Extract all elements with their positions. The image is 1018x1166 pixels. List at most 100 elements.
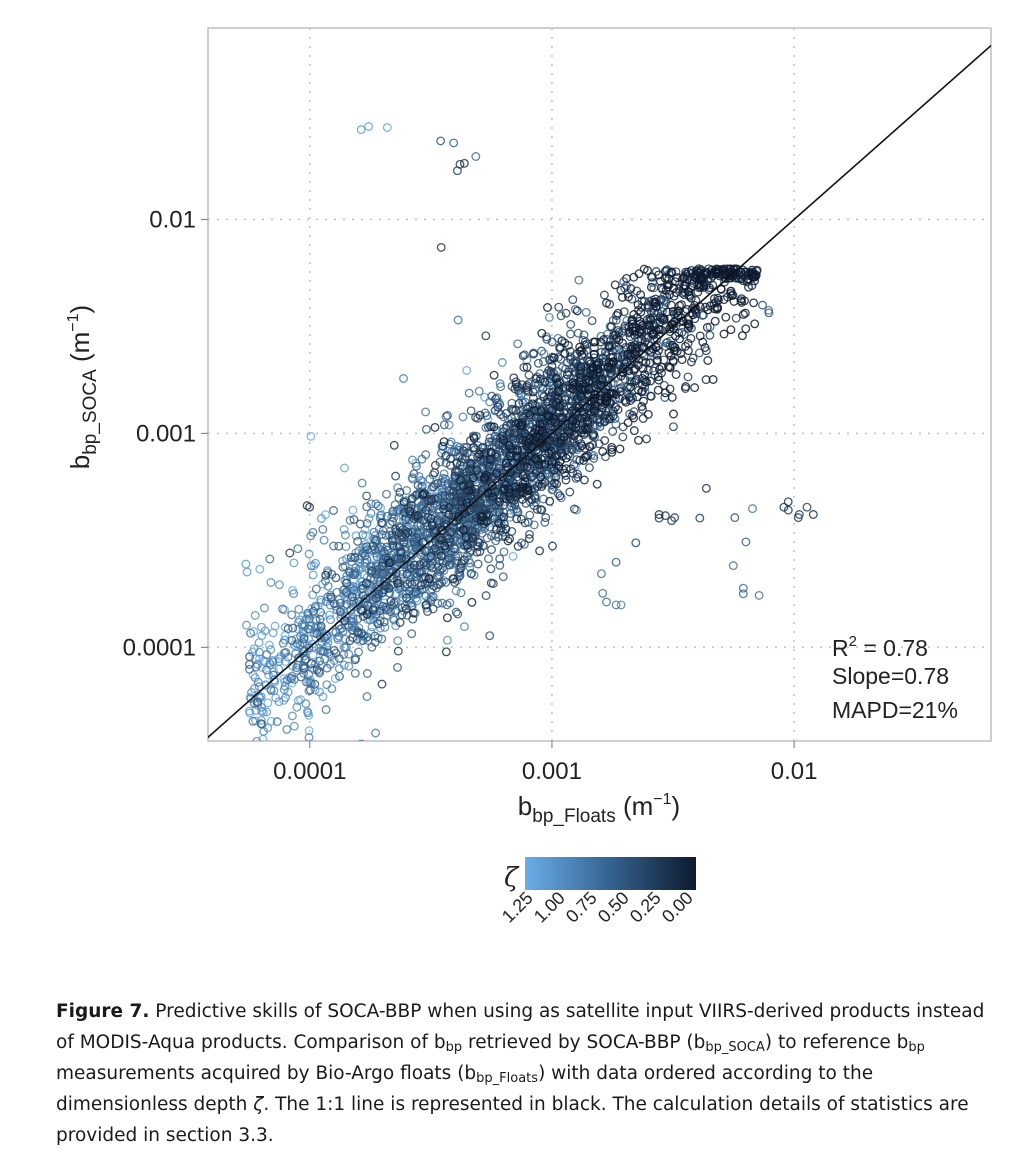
data-point <box>581 412 591 422</box>
data-point <box>547 457 557 467</box>
colorbar-tick-label: 0.00 <box>658 888 697 927</box>
data-point <box>460 454 470 464</box>
y-axis-title: bbp_SOCA (m−1) <box>65 305 101 469</box>
data-point <box>482 533 492 543</box>
data-point <box>362 518 372 528</box>
data-point <box>556 435 566 445</box>
data-point <box>581 307 591 317</box>
data-point <box>361 578 371 588</box>
data-point <box>522 381 532 391</box>
data-point <box>738 583 748 593</box>
data-point <box>419 488 429 498</box>
data-point <box>532 466 542 476</box>
data-point <box>391 471 401 481</box>
data-point <box>497 358 507 367</box>
data-point <box>738 310 748 319</box>
data-point <box>252 698 262 708</box>
data-point <box>464 479 474 489</box>
data-point <box>388 541 398 551</box>
data-point <box>411 542 421 552</box>
data-point <box>309 561 319 571</box>
data-point <box>481 470 491 480</box>
data-point <box>349 596 359 606</box>
data-point <box>471 517 481 527</box>
data-point <box>569 504 579 514</box>
data-point <box>436 242 446 252</box>
data-point <box>539 494 548 504</box>
data-point <box>664 348 674 358</box>
data-point <box>512 452 522 461</box>
data-point <box>389 615 399 625</box>
data-point <box>707 265 717 275</box>
data-point <box>589 343 599 353</box>
data-point <box>611 335 621 345</box>
data-point <box>425 474 435 484</box>
caption-zeta: ζ <box>253 1094 264 1115</box>
data-point <box>448 481 458 491</box>
data-point <box>577 350 587 360</box>
data-point <box>405 577 415 587</box>
data-point <box>387 536 397 546</box>
data-point <box>599 290 609 300</box>
data-point <box>501 408 511 418</box>
data-point <box>550 478 559 488</box>
scatter-chart: 0.0001 0.001 0.01 0.0001 0.001 0.01 R2 = 0.7… <box>65 27 992 927</box>
data-point <box>721 312 731 322</box>
data-point <box>579 475 589 485</box>
data-point <box>613 308 623 318</box>
data-point <box>445 491 455 501</box>
data-point <box>310 685 320 695</box>
data-point <box>285 548 295 558</box>
data-point <box>802 502 812 512</box>
data-point <box>308 650 318 660</box>
data-point <box>668 340 677 350</box>
data-point <box>741 537 751 547</box>
data-point <box>316 514 326 523</box>
data-point <box>412 572 422 582</box>
data-point <box>673 311 683 321</box>
data-point <box>345 568 355 578</box>
data-point <box>413 480 423 490</box>
data-point <box>377 518 387 528</box>
data-point <box>430 543 440 553</box>
data-point <box>808 510 818 519</box>
data-point <box>669 409 678 419</box>
data-point <box>547 361 557 371</box>
data-point <box>341 588 351 598</box>
data-point <box>664 274 674 284</box>
data-point <box>321 570 331 580</box>
data-point <box>520 428 530 438</box>
y-axis-ticks: 0.0001 0.001 0.01 <box>123 206 208 661</box>
data-point <box>342 599 352 609</box>
colorbar-tick-label: 1.00 <box>530 888 569 927</box>
data-point <box>484 554 493 564</box>
data-point <box>386 596 396 606</box>
data-point <box>435 556 444 566</box>
data-point <box>408 474 418 484</box>
data-point <box>310 601 320 611</box>
data-point <box>652 356 662 366</box>
data-point <box>379 617 389 627</box>
data-point <box>622 273 631 283</box>
data-point <box>341 611 350 621</box>
data-point <box>721 269 731 279</box>
data-point <box>447 526 457 536</box>
data-point <box>449 480 459 490</box>
data-point <box>304 733 314 741</box>
data-point <box>344 661 354 671</box>
data-point <box>364 513 374 523</box>
data-point <box>514 398 524 408</box>
data-point <box>636 290 646 300</box>
data-point <box>527 472 536 482</box>
data-point <box>422 521 432 531</box>
data-point <box>747 265 757 275</box>
data-point <box>535 438 545 448</box>
data-point <box>407 629 417 639</box>
data-point <box>381 530 391 540</box>
data-point <box>293 696 303 706</box>
data-point <box>484 437 494 447</box>
data-point <box>457 503 467 513</box>
data-point <box>475 547 485 557</box>
data-point <box>495 560 505 570</box>
y-tick-label: 0.01 <box>149 206 196 233</box>
